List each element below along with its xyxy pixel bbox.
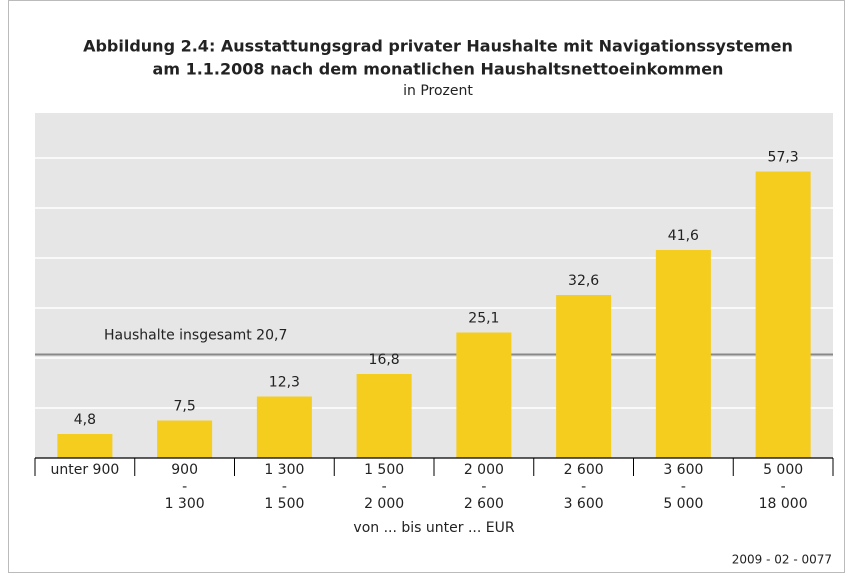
x-tick-label: - (481, 479, 486, 495)
reference-label: Haushalte insgesamt 20,7 (104, 328, 287, 344)
bar (755, 171, 811, 458)
x-tick-label: - (182, 479, 187, 495)
x-tick-label: - (781, 479, 786, 495)
x-tick-label: 3 600 (663, 462, 703, 478)
value-label: 16,8 (369, 352, 400, 368)
bar (256, 396, 312, 458)
x-tick-label: 2 000 (464, 462, 504, 478)
x-tick-label: 5 000 (663, 496, 703, 512)
x-tick-label: 2 600 (564, 462, 604, 478)
bar (556, 295, 612, 458)
chart-title: am 1.1.2008 nach dem monatlichen Haushal… (153, 60, 724, 79)
x-tick-label: 900 (171, 462, 198, 478)
bar (356, 374, 412, 458)
frame (8, 0, 845, 573)
value-label: 7,5 (173, 399, 195, 415)
x-tick-label: 1 500 (264, 496, 304, 512)
chart-title: Abbildung 2.4: Ausstattungsgrad privater… (83, 37, 793, 56)
bar (655, 250, 711, 458)
bar (456, 332, 512, 458)
chart-subtitle: in Prozent (403, 83, 473, 99)
value-label: 25,1 (468, 311, 499, 327)
x-tick-label: - (581, 479, 586, 495)
plot-background (35, 113, 833, 458)
bar (157, 420, 213, 458)
x-tick-label: 3 600 (564, 496, 604, 512)
x-tick-label: 1 300 (264, 462, 304, 478)
value-label: 32,6 (568, 273, 599, 289)
x-tick-label: - (282, 479, 287, 495)
x-axis-label: von ... bis unter ... EUR (353, 520, 514, 536)
x-tick-label: 1 500 (364, 462, 404, 478)
x-tick-label: 18 000 (759, 496, 808, 512)
value-label: 57,3 (768, 150, 799, 166)
x-tick-label: - (681, 479, 686, 495)
bar (57, 434, 113, 458)
value-label: 12,3 (269, 375, 300, 391)
x-tick-label: 1 300 (165, 496, 205, 512)
x-tick-label: 2 600 (464, 496, 504, 512)
value-label: 41,6 (668, 228, 699, 244)
x-tick-label: unter 900 (50, 462, 119, 478)
source: 2009 - 02 - 0077 (732, 553, 832, 567)
x-tick-label: - (382, 479, 387, 495)
x-tick-label: 2 000 (364, 496, 404, 512)
value-label: 4,8 (74, 412, 96, 428)
x-tick-label: 5 000 (763, 462, 803, 478)
